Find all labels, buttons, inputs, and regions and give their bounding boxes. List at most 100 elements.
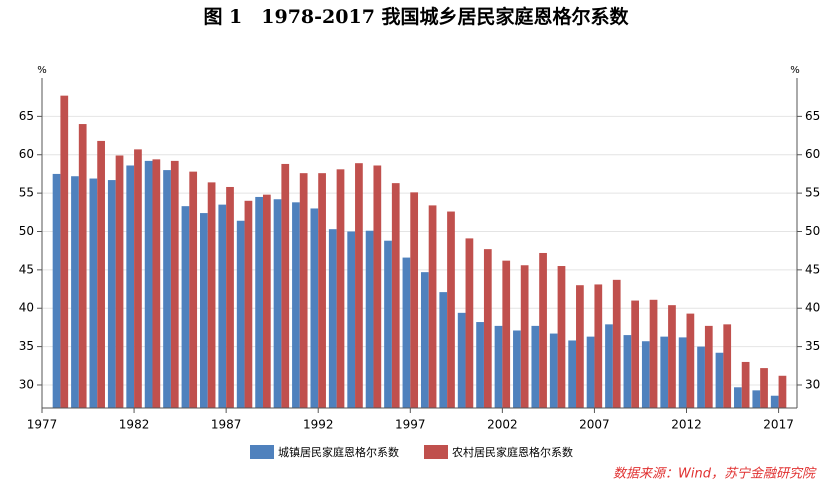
bar — [539, 252, 547, 408]
bar — [410, 192, 419, 408]
bar — [686, 313, 695, 408]
y2-tick-label: 40 — [805, 301, 820, 315]
bar — [549, 333, 558, 408]
bar — [336, 169, 345, 408]
bar — [347, 231, 356, 408]
bar — [71, 176, 79, 408]
bar — [152, 159, 161, 408]
bar — [78, 124, 87, 408]
bar — [107, 180, 116, 408]
bar — [465, 238, 474, 408]
bar — [513, 330, 521, 408]
bar — [236, 220, 245, 408]
bar — [310, 208, 319, 408]
x-tick-label: 2002 — [487, 418, 518, 432]
bar — [218, 204, 227, 408]
bar — [704, 325, 713, 408]
x-tick-label: 1977 — [27, 418, 58, 432]
x-tick-label: 2012 — [671, 418, 702, 432]
bar — [476, 322, 484, 408]
y-tick-label: 50 — [19, 224, 34, 238]
y-tick-label: 55 — [19, 186, 34, 200]
bar — [697, 346, 705, 408]
bar — [89, 178, 98, 408]
bar — [502, 260, 511, 408]
legend-swatch — [424, 445, 448, 459]
y2-tick-label: 60 — [805, 147, 820, 161]
bar — [144, 160, 153, 408]
bar — [483, 249, 492, 408]
x-tick-label: 2017 — [763, 418, 794, 432]
chart-title: 图 1 1978-2017 我国城乡居民家庭恩格尔系数 — [203, 5, 629, 28]
x-tick-label: 1992 — [303, 418, 334, 432]
bar — [723, 324, 732, 408]
legend-swatch — [250, 445, 274, 459]
y2-tick-label: 30 — [805, 377, 820, 391]
bar — [384, 240, 392, 408]
bar — [734, 387, 742, 408]
bar — [97, 140, 105, 408]
bar — [586, 336, 595, 408]
bar — [244, 200, 253, 408]
bar — [134, 149, 142, 409]
bar — [328, 229, 337, 408]
x-tick-label: 1987 — [211, 418, 242, 432]
bar — [520, 265, 529, 408]
y-tick-label: 65 — [19, 109, 34, 123]
y-unit: % — [790, 65, 800, 76]
bar — [299, 173, 308, 408]
x-tick-label: 1982 — [119, 418, 150, 432]
y2-tick-label: 50 — [805, 224, 820, 238]
legend-label: 农村居民家庭恩格尔系数 — [452, 445, 573, 459]
bar — [52, 173, 61, 408]
y2-tick-label: 35 — [805, 339, 820, 353]
y2-tick-label: 45 — [805, 262, 820, 276]
bar — [447, 211, 455, 408]
bar — [163, 170, 171, 408]
bar — [557, 266, 566, 408]
bar — [668, 305, 676, 408]
x-tick-label: 2007 — [579, 418, 610, 432]
bar — [207, 182, 216, 408]
bar — [365, 230, 374, 408]
bar — [262, 194, 271, 408]
bar — [678, 337, 687, 408]
bar — [531, 325, 540, 408]
y-tick-label: 60 — [19, 147, 34, 161]
bar — [778, 375, 787, 408]
bar — [318, 173, 326, 408]
bar — [226, 186, 234, 408]
x-tick-label: 1997 — [395, 418, 426, 432]
bar — [594, 284, 603, 408]
bar — [660, 336, 669, 408]
bar — [181, 206, 190, 408]
y2-tick-label: 55 — [805, 186, 820, 200]
bar — [760, 368, 768, 408]
y-tick-label: 35 — [19, 339, 34, 353]
bar — [189, 171, 198, 408]
bar — [568, 340, 577, 408]
bar — [576, 285, 584, 408]
bar — [494, 325, 503, 408]
y-unit: % — [37, 65, 47, 76]
bar — [631, 300, 640, 408]
bar — [605, 324, 613, 408]
y-tick-label: 30 — [19, 377, 34, 391]
bar — [292, 202, 300, 408]
bar — [60, 95, 69, 409]
bar — [649, 299, 658, 408]
bar — [255, 196, 263, 408]
bar — [420, 272, 429, 408]
bar — [273, 199, 282, 408]
bar — [741, 361, 750, 408]
bar — [126, 165, 135, 408]
y-tick-label: 45 — [19, 262, 34, 276]
bar — [715, 352, 724, 408]
bar — [281, 163, 290, 408]
bar — [402, 257, 411, 408]
legend-label: 城镇居民家庭恩格尔系数 — [278, 445, 399, 459]
bar — [391, 183, 400, 408]
bar — [752, 390, 761, 408]
bar — [199, 213, 208, 408]
